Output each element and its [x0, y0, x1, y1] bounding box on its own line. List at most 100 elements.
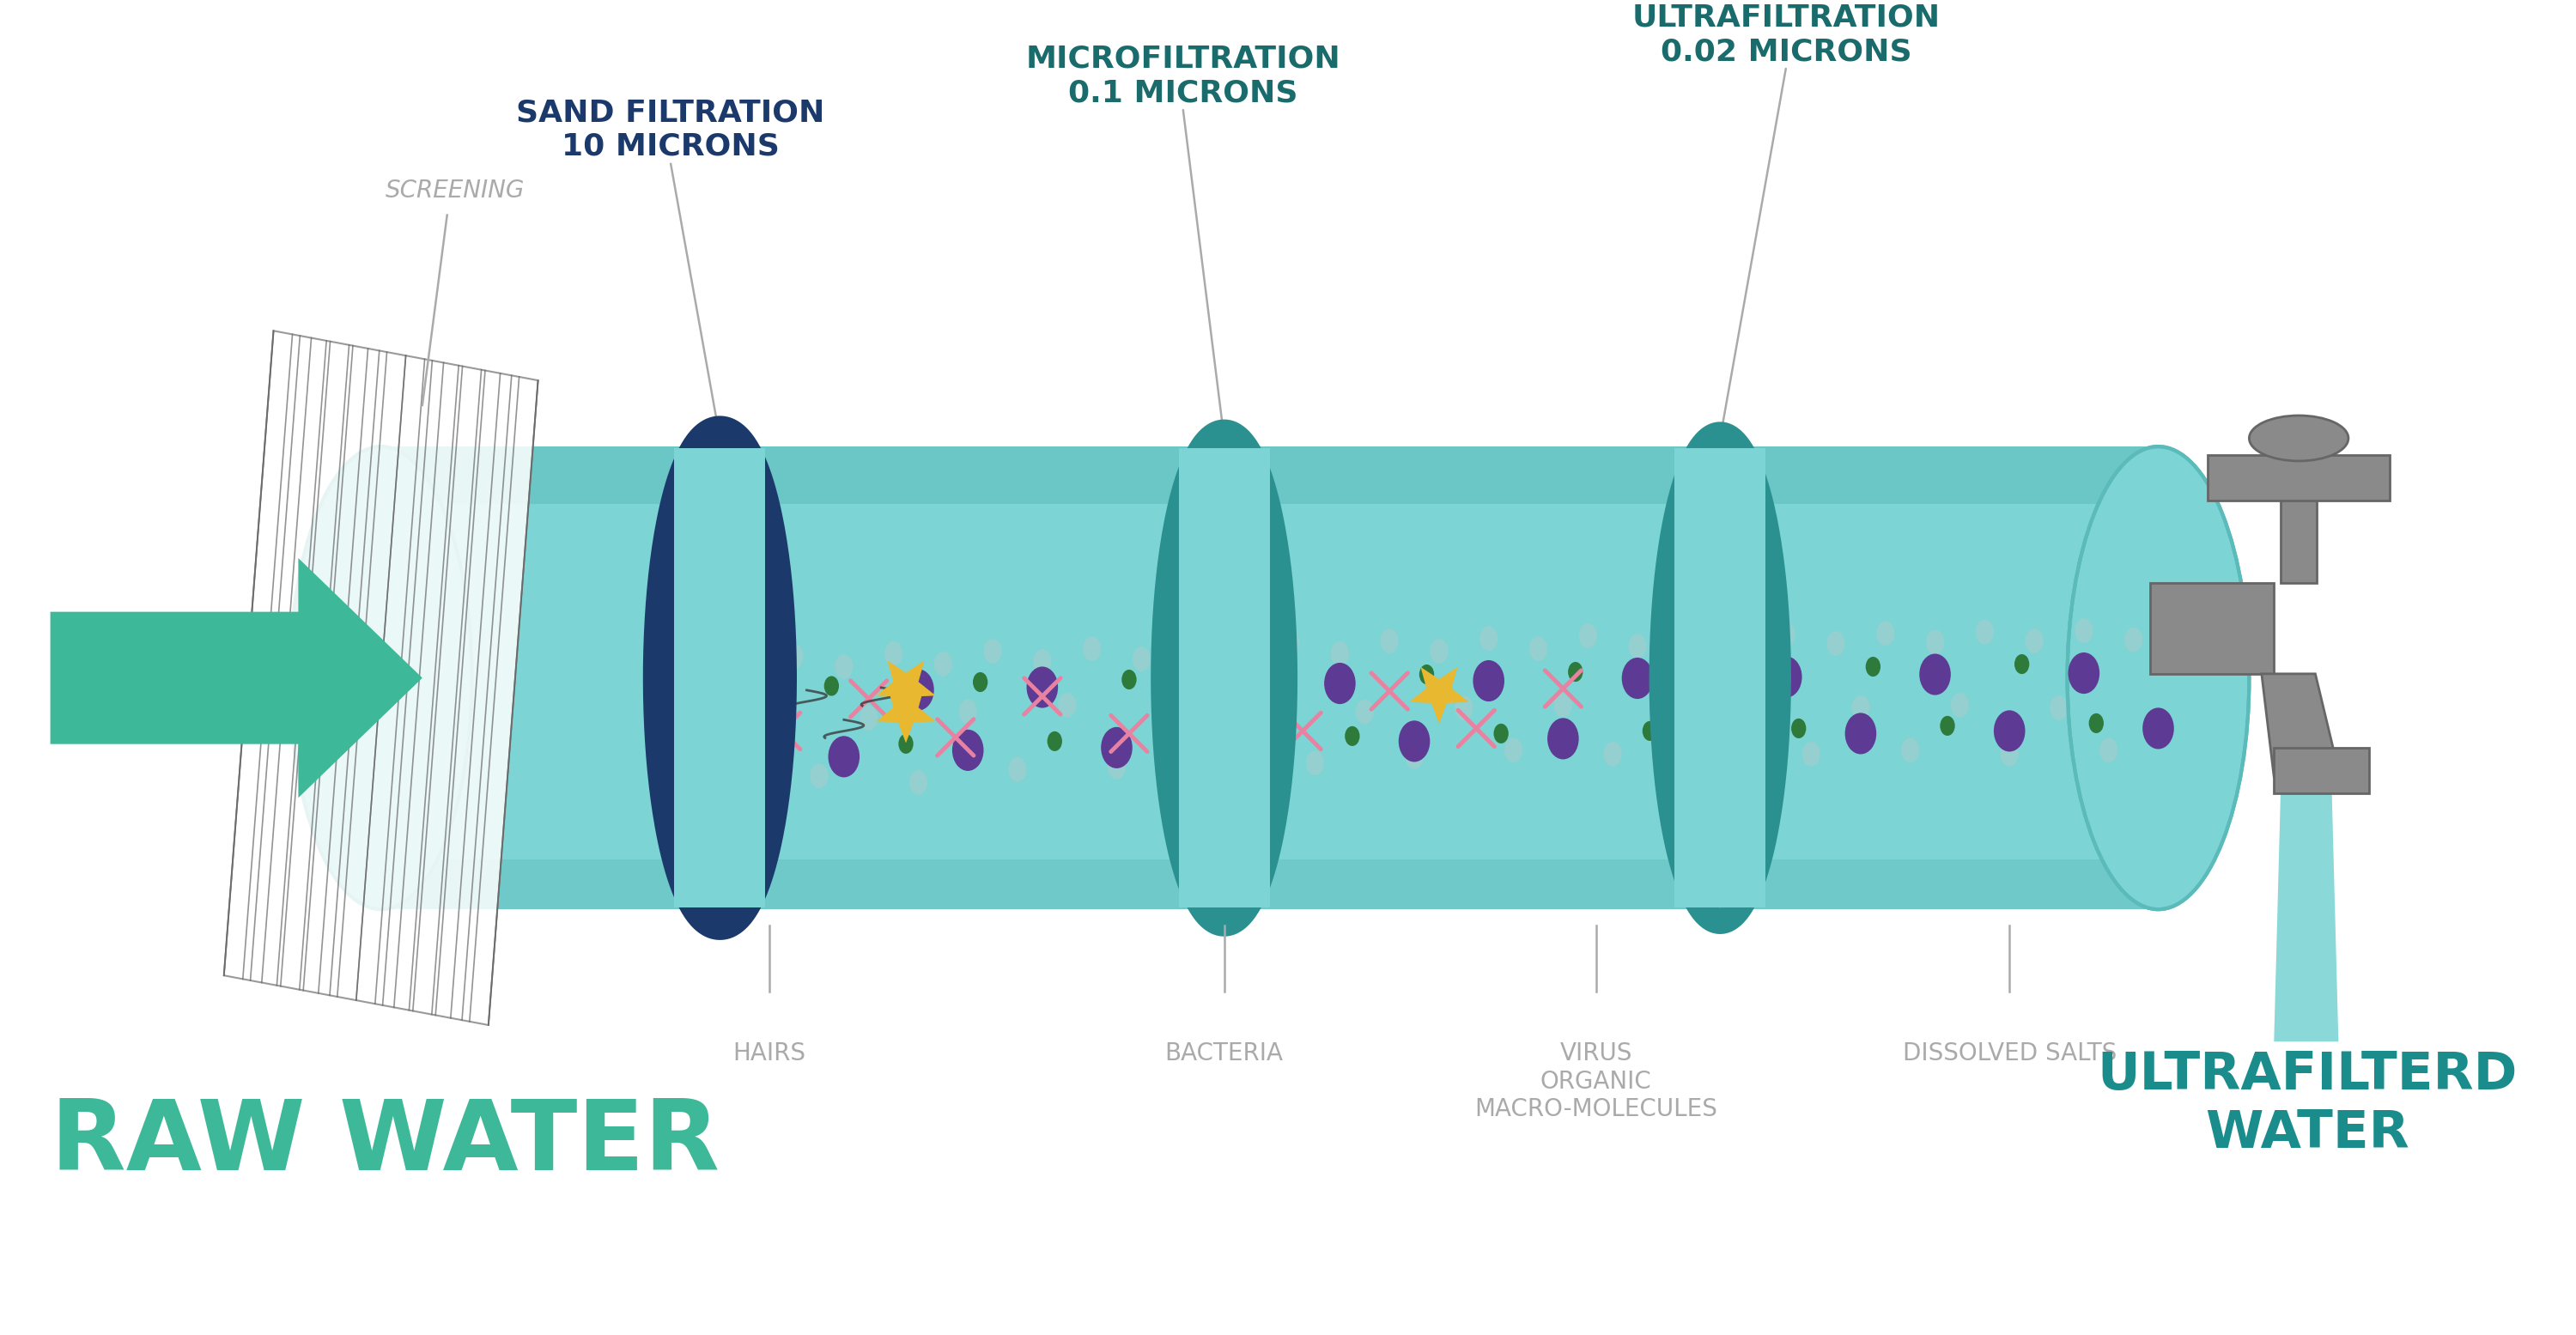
- Ellipse shape: [829, 736, 860, 777]
- Ellipse shape: [1270, 668, 1285, 688]
- Ellipse shape: [1479, 626, 1497, 651]
- Polygon shape: [2208, 455, 2391, 501]
- Ellipse shape: [1404, 744, 1425, 769]
- Ellipse shape: [1695, 716, 1728, 757]
- Ellipse shape: [1875, 621, 1893, 646]
- Polygon shape: [876, 661, 935, 717]
- Ellipse shape: [1752, 693, 1770, 718]
- Ellipse shape: [1677, 622, 1695, 647]
- Ellipse shape: [902, 669, 935, 710]
- Ellipse shape: [1028, 666, 1059, 708]
- Ellipse shape: [2143, 708, 2174, 749]
- Polygon shape: [381, 446, 2159, 505]
- Ellipse shape: [884, 641, 902, 666]
- Ellipse shape: [1790, 718, 1806, 738]
- Ellipse shape: [1280, 631, 1298, 655]
- Ellipse shape: [935, 651, 953, 677]
- Ellipse shape: [2074, 618, 2092, 643]
- Ellipse shape: [1249, 724, 1280, 765]
- Text: ULTRAFILTERD
WATER: ULTRAFILTERD WATER: [2097, 1049, 2517, 1159]
- Ellipse shape: [1306, 750, 1324, 776]
- Ellipse shape: [835, 654, 853, 680]
- Ellipse shape: [1919, 654, 1950, 696]
- Ellipse shape: [2014, 654, 2030, 674]
- Ellipse shape: [703, 726, 737, 768]
- Ellipse shape: [1826, 631, 1844, 655]
- Ellipse shape: [2069, 653, 2099, 694]
- Ellipse shape: [1195, 729, 1211, 749]
- Polygon shape: [224, 331, 538, 1025]
- Ellipse shape: [1206, 760, 1226, 785]
- Text: RAW WATER: RAW WATER: [52, 1095, 719, 1191]
- Ellipse shape: [2125, 627, 2143, 651]
- Ellipse shape: [1108, 754, 1126, 780]
- Ellipse shape: [1257, 690, 1275, 716]
- Polygon shape: [675, 449, 765, 908]
- Ellipse shape: [1048, 732, 1061, 752]
- Polygon shape: [1674, 449, 1765, 908]
- Ellipse shape: [2099, 738, 2117, 762]
- Polygon shape: [2275, 793, 2339, 1041]
- Ellipse shape: [1950, 693, 1968, 718]
- Ellipse shape: [1548, 718, 1579, 760]
- Ellipse shape: [760, 693, 778, 718]
- Text: DISSOLVED SALTS: DISSOLVED SALTS: [1904, 1041, 2117, 1065]
- Ellipse shape: [1852, 696, 1870, 720]
- Ellipse shape: [1927, 630, 1945, 654]
- Ellipse shape: [824, 676, 840, 696]
- Ellipse shape: [750, 728, 765, 748]
- Ellipse shape: [1716, 659, 1731, 680]
- Ellipse shape: [1399, 721, 1430, 762]
- Ellipse shape: [1569, 662, 1582, 682]
- Ellipse shape: [1419, 665, 1435, 685]
- Ellipse shape: [1940, 716, 1955, 736]
- Ellipse shape: [899, 734, 914, 754]
- Polygon shape: [381, 446, 2159, 909]
- Ellipse shape: [1494, 724, 1510, 744]
- Ellipse shape: [1100, 728, 1133, 769]
- Ellipse shape: [1231, 643, 1249, 669]
- Ellipse shape: [1007, 757, 1028, 782]
- Polygon shape: [52, 558, 422, 798]
- Ellipse shape: [1324, 662, 1355, 704]
- Ellipse shape: [755, 672, 786, 713]
- Text: ULTRAFILTRATION
0.02 MICRONS: ULTRAFILTRATION 0.02 MICRONS: [1633, 3, 1940, 67]
- Polygon shape: [381, 860, 2159, 909]
- Text: MICROFILTRATION
0.1 MICRONS: MICROFILTRATION 0.1 MICRONS: [1025, 44, 1340, 108]
- Ellipse shape: [1504, 738, 1522, 762]
- Ellipse shape: [1901, 738, 1919, 762]
- Text: SCREENING: SCREENING: [386, 179, 526, 203]
- Ellipse shape: [1844, 713, 1875, 754]
- Ellipse shape: [1033, 649, 1051, 674]
- Text: SAND FILTRATION
10 MICRONS: SAND FILTRATION 10 MICRONS: [515, 99, 824, 162]
- Ellipse shape: [1628, 634, 1646, 658]
- Ellipse shape: [958, 700, 976, 724]
- Ellipse shape: [2025, 629, 2043, 653]
- Text: VIRUS
ORGANIC
MACRO-MOLECULES: VIRUS ORGANIC MACRO-MOLECULES: [1473, 1041, 1718, 1121]
- Ellipse shape: [1623, 658, 1654, 700]
- Polygon shape: [1180, 449, 1270, 908]
- Ellipse shape: [1182, 634, 1200, 658]
- Ellipse shape: [1157, 696, 1175, 720]
- Polygon shape: [2275, 748, 2370, 793]
- Ellipse shape: [809, 764, 829, 789]
- Polygon shape: [1236, 705, 1296, 762]
- Ellipse shape: [1530, 637, 1548, 661]
- Polygon shape: [876, 686, 935, 744]
- Ellipse shape: [2089, 713, 2105, 733]
- Ellipse shape: [2002, 742, 2020, 766]
- Ellipse shape: [1703, 738, 1721, 762]
- Ellipse shape: [1579, 623, 1597, 649]
- Ellipse shape: [737, 654, 755, 680]
- Ellipse shape: [909, 770, 927, 794]
- Ellipse shape: [1175, 663, 1206, 705]
- Ellipse shape: [1643, 721, 1656, 741]
- Ellipse shape: [984, 639, 1002, 663]
- Ellipse shape: [291, 446, 471, 909]
- Ellipse shape: [2069, 446, 2249, 909]
- Polygon shape: [2280, 479, 2316, 583]
- Ellipse shape: [860, 706, 878, 730]
- Polygon shape: [2262, 674, 2339, 777]
- Ellipse shape: [2249, 415, 2349, 461]
- Ellipse shape: [1345, 726, 1360, 746]
